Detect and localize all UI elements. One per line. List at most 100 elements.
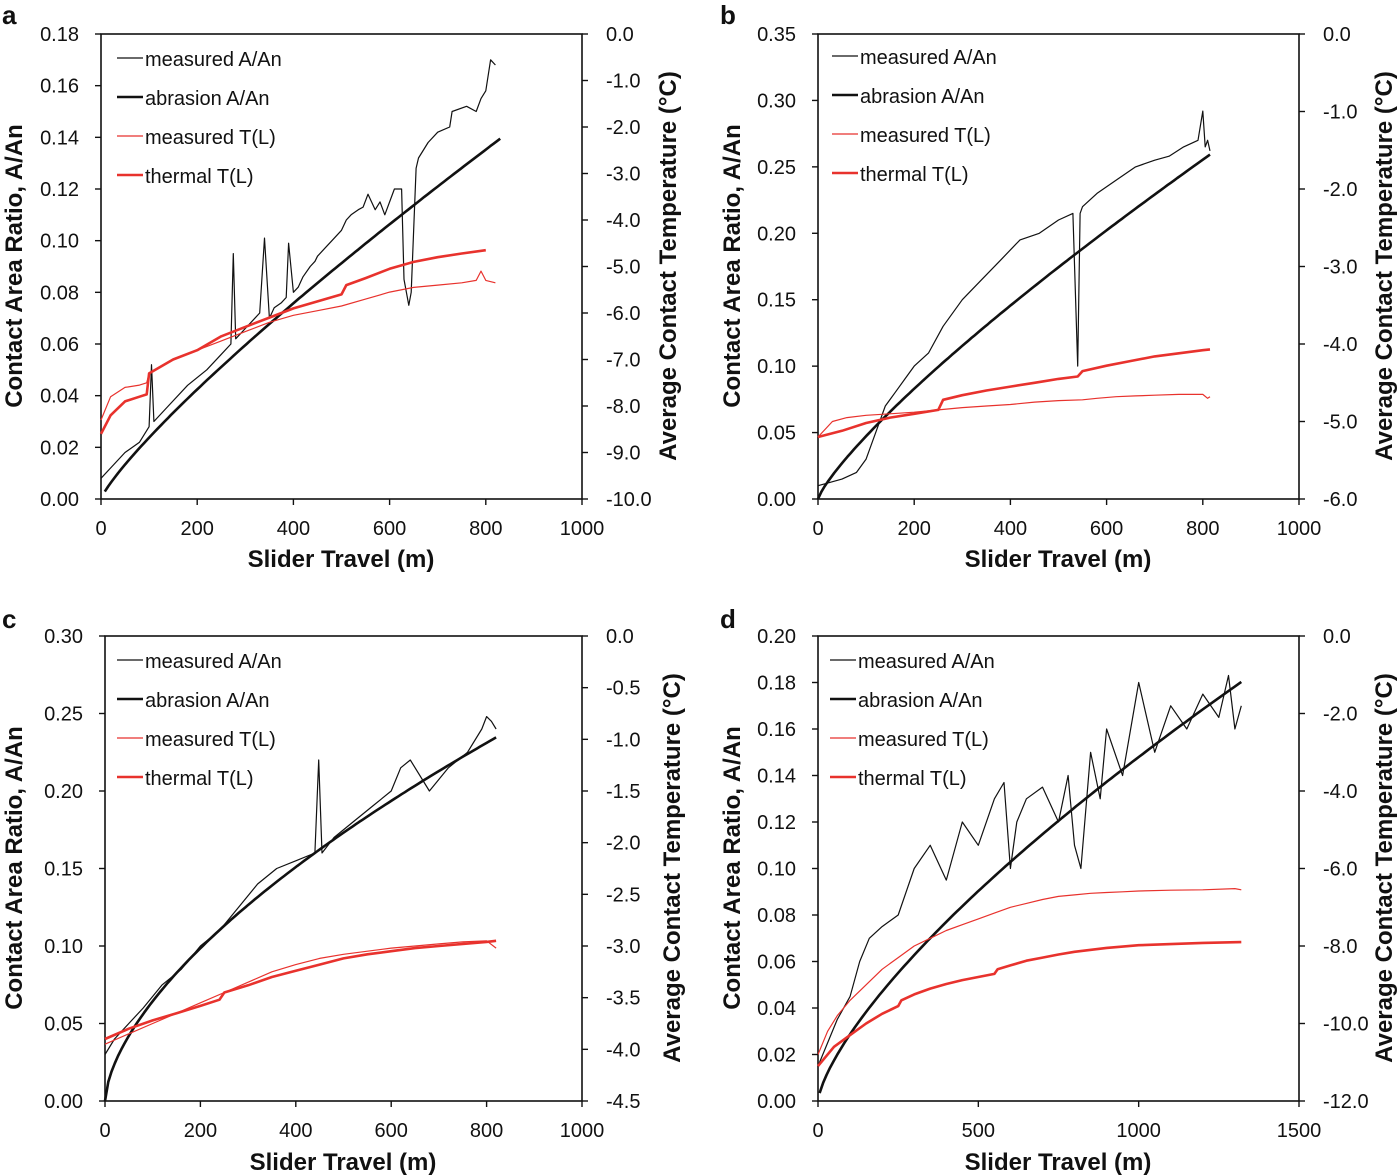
y-tick-label: 0.25 xyxy=(757,157,796,179)
x-tick-label: 1000 xyxy=(1116,1120,1161,1142)
series-line-abrasion-a-an xyxy=(818,680,1243,1094)
series-line-thermal-t-l- xyxy=(99,248,486,435)
y2-tick-label: -9.0 xyxy=(606,443,640,465)
y-tick-label: 0.10 xyxy=(757,859,796,881)
x-tick-label: 400 xyxy=(994,518,1027,540)
x-tick-label: 800 xyxy=(469,518,502,540)
y-tick-label: 0.00 xyxy=(757,1091,796,1113)
legend-label: measured T(L) xyxy=(860,125,991,147)
y-tick-label: 0.05 xyxy=(757,423,796,445)
x-tick-label: 500 xyxy=(962,1120,995,1142)
y2-tick-label: -4.0 xyxy=(606,210,640,232)
y2-tick-label: -6.0 xyxy=(1323,489,1357,511)
y-tick-label: 0.04 xyxy=(40,386,79,408)
series-line-abrasion-a-an xyxy=(816,153,1211,500)
series-line-measured-t-l- xyxy=(104,940,497,1045)
x-tick-label: 0 xyxy=(95,518,106,540)
legend-label: measured A/An xyxy=(145,651,282,673)
x-axis-label: Slider Travel (m) xyxy=(250,1149,437,1176)
x-tick-label: 0 xyxy=(812,1120,823,1142)
y-tick-label: 0.10 xyxy=(40,231,79,253)
x-tick-label: 1500 xyxy=(1277,1120,1322,1142)
y2-tick-label: -2.5 xyxy=(606,884,640,906)
series-line-thermal-t-l- xyxy=(104,939,497,1041)
y-tick-label: 0.04 xyxy=(757,998,796,1020)
y2-tick-label: 0.0 xyxy=(1323,626,1351,648)
y2-tick-label: -10.0 xyxy=(1323,1014,1369,1036)
y-axis-label: Contact Area Ratio, A/An xyxy=(1,726,28,1010)
y-tick-label: 0.00 xyxy=(44,1091,83,1113)
series-line-abrasion-a-an xyxy=(103,736,497,1102)
series-line-measured-a-an xyxy=(100,59,496,479)
x-tick-label: 400 xyxy=(277,518,310,540)
y2-axis-label: Average Contact Temperature (°C) xyxy=(1371,71,1398,461)
x-tick-label: 200 xyxy=(184,1120,217,1142)
x-tick-label: 400 xyxy=(279,1120,312,1142)
y-tick-label: 0.20 xyxy=(757,223,796,245)
y2-tick-label: -0.5 xyxy=(606,678,640,700)
y-tick-label: 0.10 xyxy=(44,936,83,958)
y-tick-label: 0.00 xyxy=(40,489,79,511)
legend-label: measured T(L) xyxy=(145,729,276,751)
y-tick-label: 0.30 xyxy=(757,90,796,112)
panel-d: d 0 500 1000 1500 0.00 0.02 0.04 0.06 0.08 0.10 0.… xyxy=(719,604,1398,1176)
x-tick-label: 200 xyxy=(898,518,931,540)
y2-tick-label: 0.0 xyxy=(606,626,634,648)
y-axis-label: Contact Area Ratio, A/An xyxy=(719,726,746,1010)
legend-label: measured T(L) xyxy=(858,729,989,751)
y2-tick-label: 0.0 xyxy=(606,24,634,46)
legend-label: measured A/An xyxy=(858,651,995,673)
legend: measured A/An abrasion A/An measured T(L… xyxy=(117,49,282,188)
panel-letter: c xyxy=(2,604,16,634)
y-tick-label: 0.16 xyxy=(757,719,796,741)
y2-tick-label: -3.0 xyxy=(1323,257,1357,279)
x-tick-label: 200 xyxy=(181,518,214,540)
y2-tick-label: 0.0 xyxy=(1323,24,1351,46)
y2-tick-label: -1.0 xyxy=(1323,102,1357,124)
x-tick-label: 800 xyxy=(470,1120,503,1142)
panel-letter: b xyxy=(720,0,736,30)
y-tick-label: 0.08 xyxy=(40,282,79,304)
y2-tick-label: -2.0 xyxy=(606,117,640,139)
y2-tick-label: -7.0 xyxy=(606,350,640,372)
y-tick-label: 0.12 xyxy=(757,812,796,834)
panel-b: b 0 200 400 600 800 1000 0.00 0.05 0.10 0.15 0.20 0… xyxy=(719,0,1398,573)
legend: measured A/An abrasion A/An measured T(L… xyxy=(830,651,995,790)
y-tick-label: 0.06 xyxy=(757,952,796,974)
x-tick-label: 600 xyxy=(375,1120,408,1142)
x-tick-label: 600 xyxy=(373,518,406,540)
y-tick-label: 0.14 xyxy=(757,766,796,788)
y-tick-label: 0.02 xyxy=(40,437,79,459)
legend-label: measured A/An xyxy=(145,49,282,71)
y2-tick-label: -1.5 xyxy=(606,781,640,803)
y-tick-label: 0.30 xyxy=(44,626,83,648)
legend-label: measured A/An xyxy=(860,47,997,69)
y2-tick-label: -12.0 xyxy=(1323,1091,1369,1113)
series-line-measured-t-l- xyxy=(817,393,1211,438)
y2-tick-label: -4.5 xyxy=(606,1091,640,1113)
y2-tick-label: -4.0 xyxy=(1323,781,1357,803)
y2-tick-label: -3.0 xyxy=(606,936,640,958)
x-tick-label: 600 xyxy=(1090,518,1123,540)
y2-axis-label: Average Contact Temperature (°C) xyxy=(659,673,686,1063)
x-tick-label: 1000 xyxy=(560,1120,605,1142)
panel-letter: d xyxy=(720,604,736,634)
y2-tick-label: -1.0 xyxy=(606,71,640,93)
x-tick-label: 1000 xyxy=(1277,518,1322,540)
x-tick-label: 0 xyxy=(99,1120,110,1142)
y-tick-label: 0.10 xyxy=(757,356,796,378)
legend-label: abrasion A/An xyxy=(860,86,985,108)
y-tick-label: 0.06 xyxy=(40,334,79,356)
y-tick-label: 0.20 xyxy=(44,781,83,803)
legend-label: abrasion A/An xyxy=(858,690,983,712)
series-line-thermal-t-l- xyxy=(816,940,1242,1067)
y2-tick-label: -2.0 xyxy=(1323,704,1357,726)
series-line-thermal-t-l- xyxy=(817,348,1211,439)
y2-tick-label: -1.0 xyxy=(606,729,640,751)
x-tick-label: 1000 xyxy=(560,518,605,540)
y-tick-label: 0.00 xyxy=(757,489,796,511)
series-line-measured-a-an xyxy=(817,674,1242,1067)
legend-label: abrasion A/An xyxy=(145,690,270,712)
y-tick-label: 0.20 xyxy=(757,626,796,648)
